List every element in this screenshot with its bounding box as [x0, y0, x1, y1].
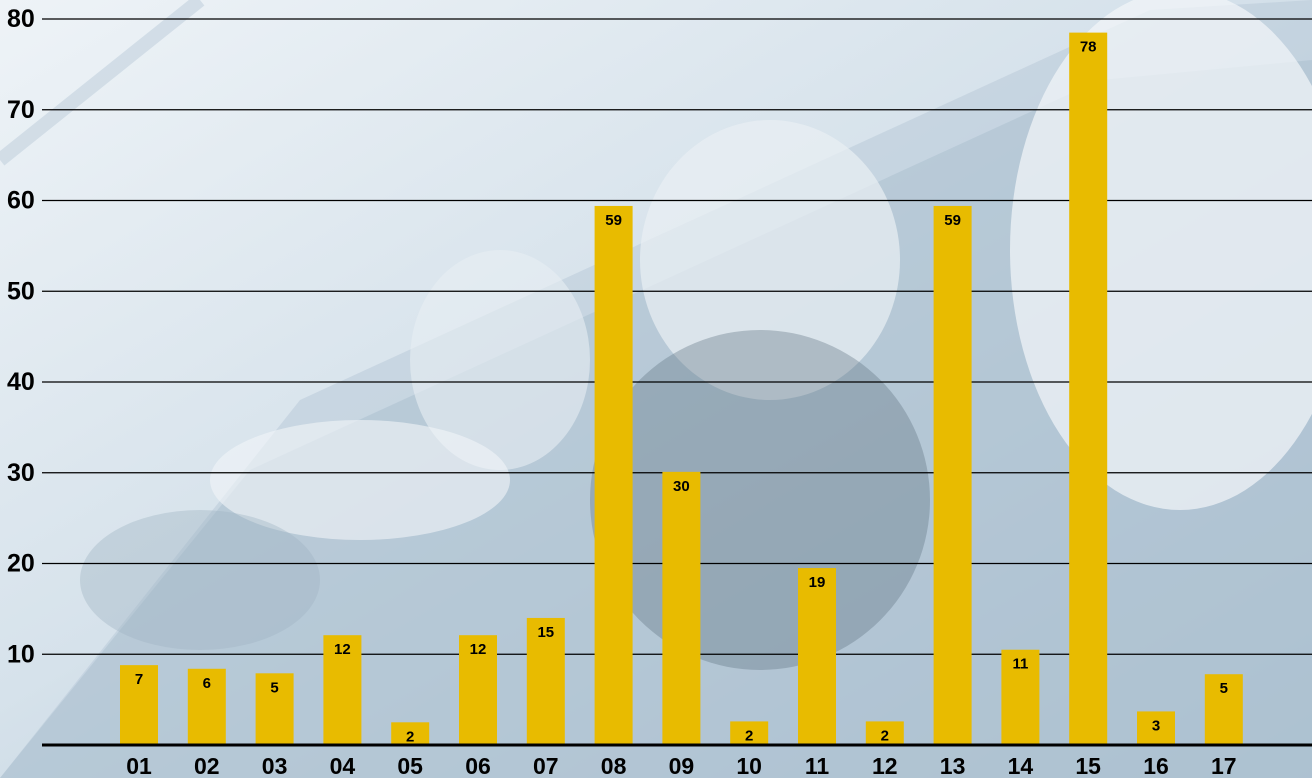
- x-tick-label: 08: [601, 753, 627, 778]
- x-tick-label: 04: [330, 753, 356, 778]
- x-tick-label: 09: [669, 753, 695, 778]
- bar: [1137, 711, 1175, 745]
- bar: [594, 205, 633, 745]
- bar: [662, 471, 701, 745]
- y-tick-label: 80: [7, 5, 35, 33]
- data-label: 7: [135, 671, 143, 688]
- bar: [933, 205, 972, 745]
- x-tick-label: 11: [805, 753, 830, 778]
- data-label: 11: [1012, 656, 1028, 673]
- data-label: 19: [809, 574, 826, 591]
- bar: [459, 635, 497, 745]
- bar: [865, 721, 904, 745]
- bar: [798, 568, 836, 745]
- data-label: 2: [406, 728, 414, 745]
- bar: [730, 721, 769, 745]
- data-label: 3: [1152, 717, 1160, 734]
- data-label: 5: [1220, 680, 1228, 697]
- bar: [323, 635, 362, 745]
- data-label: 5: [270, 679, 278, 696]
- x-tick-label: 17: [1211, 753, 1237, 778]
- data-label: 2: [881, 727, 889, 744]
- bar: [255, 673, 294, 745]
- y-tick-label: 20: [7, 550, 35, 578]
- y-tick-label: 40: [7, 368, 35, 396]
- x-tick-label: 14: [1008, 753, 1034, 778]
- bar: [1069, 32, 1108, 746]
- data-label: 12: [334, 641, 351, 658]
- data-label: 78: [1080, 39, 1097, 56]
- x-tick-label: 16: [1143, 753, 1169, 778]
- bar: [1204, 674, 1243, 745]
- data-label: 12: [470, 641, 487, 658]
- x-tick-label: 02: [194, 753, 220, 778]
- x-tick-label: 12: [872, 753, 898, 778]
- x-tick-label: 06: [465, 753, 491, 778]
- y-tick-label: 10: [7, 640, 35, 668]
- x-tick-label: 10: [736, 753, 762, 778]
- data-label: 30: [673, 478, 690, 495]
- data-label: 59: [944, 212, 961, 229]
- bar: [187, 668, 226, 745]
- data-label: 6: [203, 675, 211, 692]
- bar: [120, 665, 158, 745]
- x-tick-label: 05: [397, 753, 423, 778]
- x-tick-label: 01: [126, 753, 152, 778]
- y-tick-label: 30: [7, 459, 35, 487]
- y-tick-label: 60: [7, 187, 35, 215]
- data-label: 2: [745, 727, 753, 744]
- y-tick-label: 70: [7, 96, 35, 124]
- x-tick-label: 07: [533, 753, 559, 778]
- x-tick-label: 03: [262, 753, 288, 778]
- data-label: 59: [605, 212, 622, 229]
- y-tick-label: 50: [7, 277, 35, 305]
- data-label: 15: [537, 624, 554, 641]
- x-tick-label: 15: [1075, 753, 1101, 778]
- bar: [1001, 649, 1040, 745]
- x-tick-label: 13: [940, 753, 966, 778]
- bar: [391, 722, 430, 745]
- bar: [526, 617, 565, 745]
